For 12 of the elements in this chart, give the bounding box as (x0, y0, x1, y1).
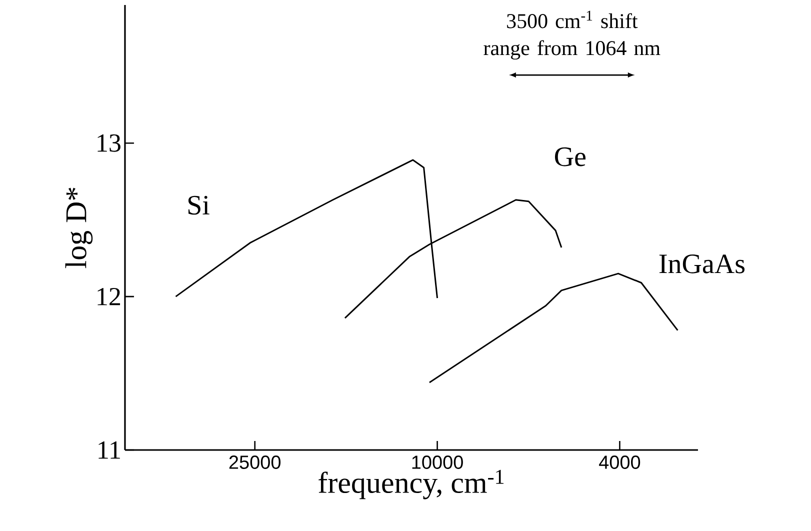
annotation: 3500 cm$^{-1}$ shift range from 1064 nm (484, 10, 660, 60)
x-tick-label: 25000 (229, 456, 281, 469)
y-tick-label: 13 (98, 134, 120, 152)
y-axis-title: log D* (65, 188, 93, 268)
y-tick-label: 11 (98, 441, 120, 459)
y-tick-label: 12 (98, 288, 120, 306)
series-label: Ge (554, 147, 586, 166)
series-label: InGaAs (659, 254, 745, 274)
x-tick-label: 10000 (412, 456, 463, 469)
series-label: Si (188, 196, 210, 215)
x-tick-label: 4000 (599, 456, 640, 469)
x-axis-title: frequency, cm$^{-1}$ (318, 470, 504, 500)
